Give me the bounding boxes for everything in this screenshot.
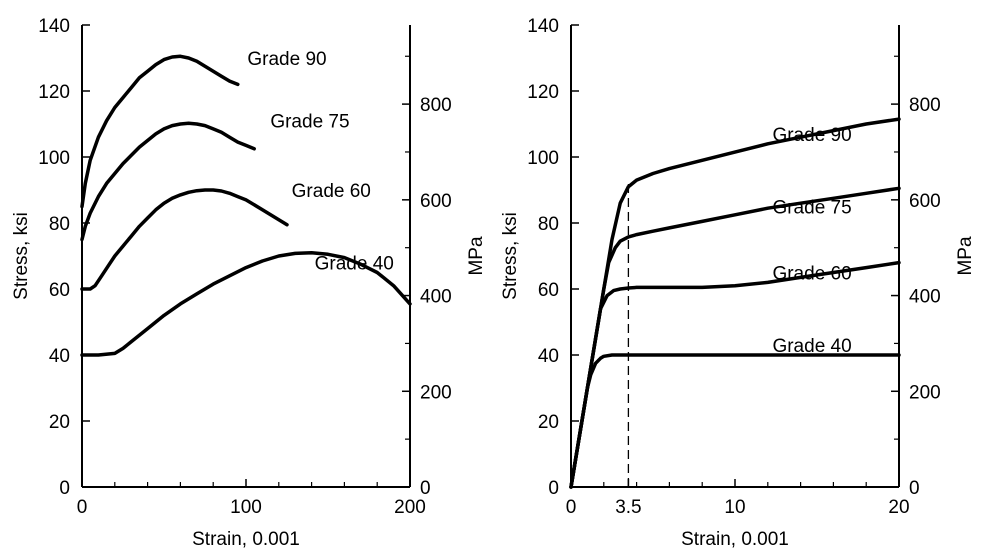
left-series-label: Grade 40 [315, 254, 394, 275]
left-y2-tick-label: 800 [420, 95, 452, 116]
right-y-tick-label: 140 [527, 16, 559, 37]
left-x-tick-label: 100 [230, 497, 262, 518]
right-y-tick-label: 60 [538, 280, 559, 301]
left-y-tick-label: 20 [49, 412, 70, 433]
right-y-tick-label: 20 [538, 412, 559, 433]
left-series-line-grade-75 [80, 121, 256, 242]
left-series-line-grade-60 [80, 188, 289, 291]
right-y-tick-label: 0 [548, 478, 559, 499]
left-y2-axis-title: MPa [466, 236, 487, 276]
right-y-tick-label: 40 [538, 346, 559, 367]
right-y2-tick-label: 0 [909, 478, 920, 499]
right-series-line-grade-60 [569, 260, 901, 489]
left-x-axis-title: Strain, 0.001 [192, 529, 300, 550]
left-y-tick-label: 40 [49, 346, 70, 367]
right-series-line-grade-40 [569, 353, 901, 489]
right-series-label: Grade 40 [772, 336, 851, 357]
left-y-tick-label: 60 [49, 280, 70, 301]
right-y-tick-label: 100 [527, 148, 559, 169]
right-y-tick-label: 80 [538, 214, 559, 235]
left-series-label: Grade 60 [292, 181, 371, 202]
left-y-tick-label: 80 [49, 214, 70, 235]
right-y-axis-title: Stress, ksi [500, 212, 521, 300]
left-y-tick-label: 120 [38, 82, 70, 103]
right-y2-tick-label: 600 [909, 191, 941, 212]
right-x-tick-label: 3.5 [615, 497, 641, 518]
left-x-tick-label: 0 [77, 497, 88, 518]
right-y2-tick-label: 400 [909, 287, 941, 308]
left-y2-tick-label: 400 [420, 287, 452, 308]
left-series-line-grade-90 [80, 54, 240, 209]
left-y2-tick-label: 200 [420, 382, 452, 403]
left-series-label: Grade 75 [270, 112, 349, 133]
right-x-axis-title: Strain, 0.001 [681, 529, 789, 550]
left-x-tick-label: 200 [394, 497, 426, 518]
right-y-tick-label: 120 [527, 82, 559, 103]
right-x-tick-label: 10 [724, 497, 745, 518]
right-series-label: Grade 75 [772, 198, 851, 219]
right-series-label: Grade 90 [772, 125, 851, 146]
left-y2-tick-label: 600 [420, 191, 452, 212]
right-y2-tick-label: 800 [909, 95, 941, 116]
left-y-tick-label: 0 [59, 478, 70, 499]
right-y2-tick-label: 200 [909, 382, 941, 403]
left-series-line-grade-40 [80, 250, 412, 357]
right-x-tick-label: 0 [566, 497, 577, 518]
right-series-line-grade-90 [569, 117, 901, 489]
left-y-axis-title: Stress, ksi [11, 212, 32, 300]
right-x-tick-label: 20 [888, 497, 909, 518]
right-y2-axis-title: MPa [955, 236, 976, 276]
right-series-label: Grade 60 [772, 264, 851, 285]
left-y-tick-label: 140 [38, 16, 70, 37]
left-y-tick-label: 100 [38, 148, 70, 169]
left-series-label: Grade 90 [247, 49, 326, 70]
left-y2-tick-label: 0 [420, 478, 431, 499]
